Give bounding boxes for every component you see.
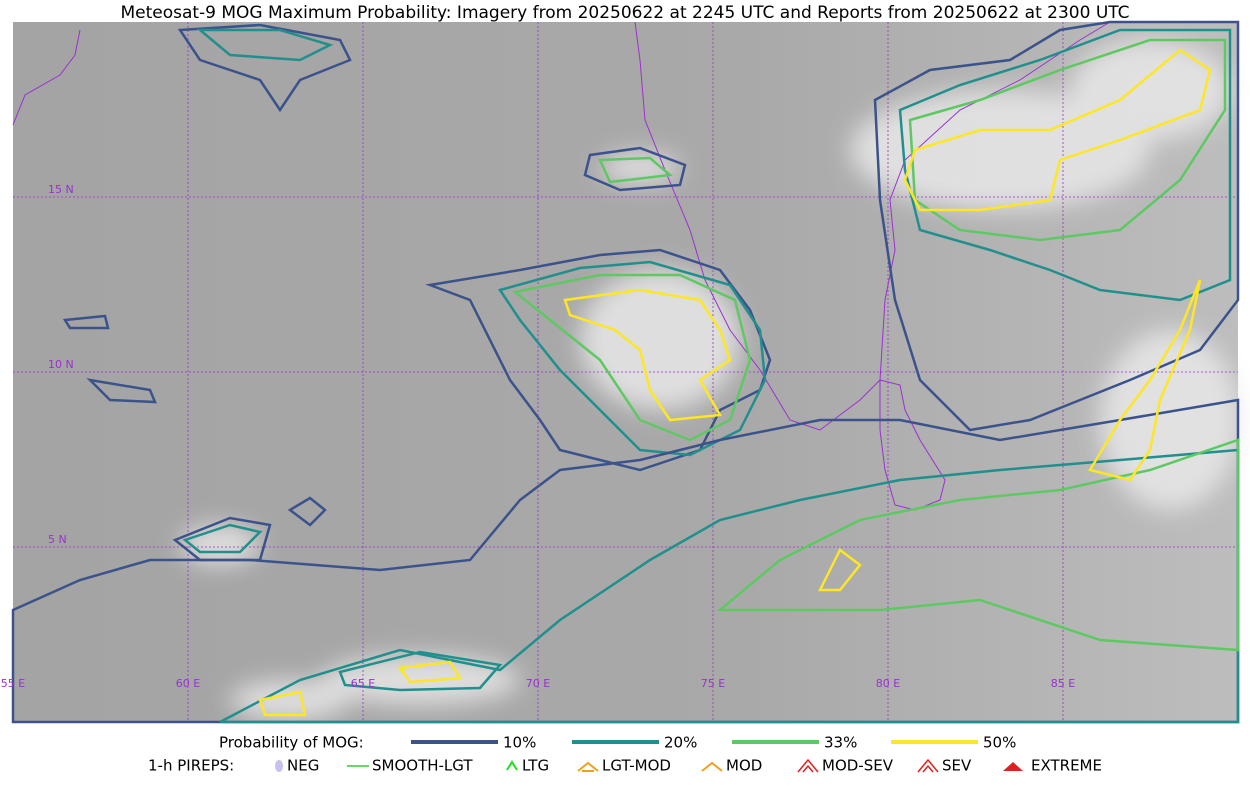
lon-label: 60 E [176,677,200,690]
legend-title: Probability of MOG: [219,734,364,752]
legend-label: LTG [522,757,549,775]
pirep-icon [577,761,599,772]
lon-label: 65 E [351,677,375,690]
pirep-icon [797,758,819,773]
legend-label: SEV [942,757,972,775]
lon-label: 80 E [876,677,900,690]
map: 15 N 10 N 5 N 55 E 60 E 65 E 70 E 75 E 80 E 85 E [1,20,1240,724]
grid [13,22,1238,722]
lat-label: 5 N [48,533,67,546]
legend-label: 50% [983,734,1016,752]
legend-label: MOD-SEV [822,757,894,775]
lon-label: 75 E [701,677,725,690]
contours [11,20,1240,724]
lat-label: 10 N [48,358,74,371]
lon-label: 85 E [1051,677,1075,690]
legend: Probability of MOG: 10% 20% 33% 50% 1-h PIREP… [148,734,1102,775]
legend-label: SMOOTH-LGT [372,757,473,775]
legend-label: NEG [287,757,319,775]
legend-label: MOD [726,757,762,775]
lon-label: 55 E [1,677,25,690]
lat-labels: 15 N 10 N 5 N [48,183,74,546]
pirep-icon [917,758,939,773]
pirep-icon [275,760,283,772]
legend-label: 33% [824,734,857,752]
lon-label: 70 E [526,677,550,690]
lat-label: 15 N [48,183,74,196]
title: Meteosat-9 MOG Maximum Probability: Imag… [120,3,1129,23]
pirep-icon [1003,762,1023,771]
legend-label: EXTREME [1031,757,1102,775]
lon-labels: 55 E 60 E 65 E 70 E 75 E 80 E 85 E [1,677,1075,690]
legend-label: LGT-MOD [602,757,671,775]
legend-label: 20% [664,734,697,752]
pirep-icon [506,760,518,771]
pirep-icon [701,761,723,772]
legend-title: 1-h PIREPS: [148,757,234,775]
legend-label: 10% [503,734,536,752]
